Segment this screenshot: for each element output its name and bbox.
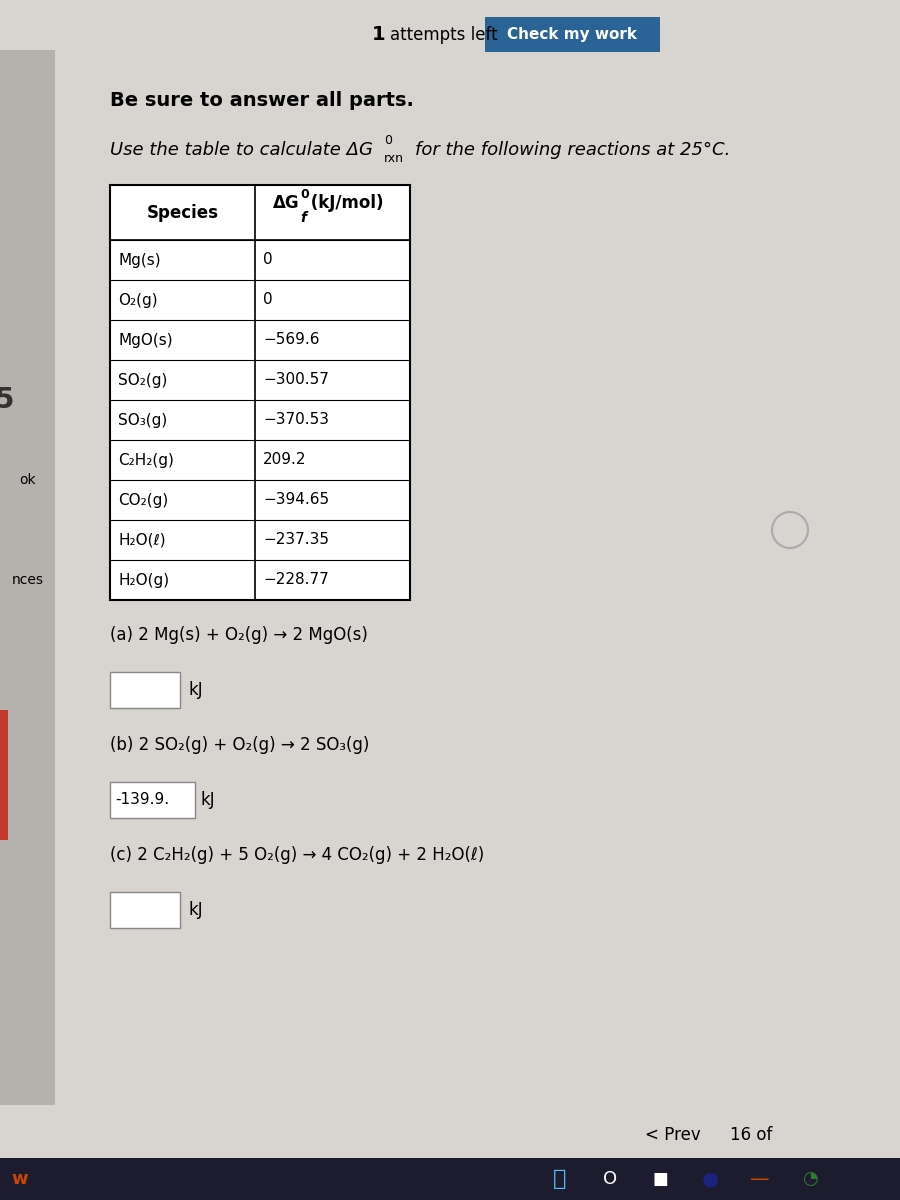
Text: Use the table to calculate ΔG: Use the table to calculate ΔG: [110, 140, 373, 158]
Text: w: w: [12, 1170, 28, 1188]
Text: < Prev: < Prev: [645, 1126, 701, 1144]
Text: rxn: rxn: [384, 151, 404, 164]
Bar: [110, 185, 410, 600]
Text: 209.2: 209.2: [263, 452, 307, 468]
Text: CO₂(g): CO₂(g): [118, 492, 168, 508]
Text: (b) 2 SO₂(g) + O₂(g) → 2 SO₃(g): (b) 2 SO₂(g) + O₂(g) → 2 SO₃(g): [110, 736, 369, 754]
Text: −569.6: −569.6: [263, 332, 320, 348]
Text: (a) 2 Mg(s) + O₂(g) → 2 MgO(s): (a) 2 Mg(s) + O₂(g) → 2 MgO(s): [110, 626, 368, 644]
Text: (c) 2 C₂H₂(g) + 5 O₂(g) → 4 CO₂(g) + 2 H₂O(ℓ): (c) 2 C₂H₂(g) + 5 O₂(g) → 4 CO₂(g) + 2 H…: [110, 846, 484, 864]
Text: 0: 0: [384, 133, 392, 146]
Text: H₂O(ℓ): H₂O(ℓ): [118, 533, 166, 547]
Text: kJ: kJ: [201, 791, 216, 809]
Text: SO₃(g): SO₃(g): [118, 413, 167, 427]
Text: nces: nces: [12, 572, 44, 587]
Text: f: f: [300, 211, 306, 226]
Text: ΔG: ΔG: [273, 194, 300, 212]
Text: 5: 5: [0, 386, 14, 414]
Bar: [0, 1105, 900, 1160]
Bar: [110, 782, 195, 818]
Text: 0: 0: [263, 252, 273, 268]
Text: −370.53: −370.53: [263, 413, 329, 427]
Text: Mg(s): Mg(s): [118, 252, 160, 268]
Text: ⦿: ⦿: [554, 1169, 567, 1189]
Text: attempts left: attempts left: [390, 26, 498, 44]
Text: for the following reactions at 25°C.: for the following reactions at 25°C.: [415, 140, 731, 158]
Text: ok: ok: [20, 473, 36, 487]
Text: −237.35: −237.35: [263, 533, 329, 547]
Text: C₂H₂(g): C₂H₂(g): [118, 452, 174, 468]
Text: ◔: ◔: [802, 1170, 818, 1188]
Text: −300.57: −300.57: [263, 372, 328, 388]
Text: 16 of: 16 of: [730, 1126, 772, 1144]
Text: ■: ■: [652, 1170, 668, 1188]
Text: MgO(s): MgO(s): [118, 332, 173, 348]
Text: Species: Species: [147, 204, 219, 222]
Text: kJ: kJ: [188, 680, 202, 698]
Bar: [110, 892, 180, 928]
Bar: [485, 17, 660, 52]
Text: 1: 1: [372, 25, 385, 44]
Text: SO₂(g): SO₂(g): [118, 372, 167, 388]
Bar: [110, 672, 180, 708]
Bar: [0, 1158, 900, 1200]
Text: O: O: [603, 1170, 617, 1188]
Text: kJ: kJ: [188, 901, 202, 919]
Text: —: —: [751, 1170, 770, 1188]
Text: 0: 0: [300, 188, 309, 202]
Text: H₂O(g): H₂O(g): [118, 572, 169, 588]
Text: Be sure to answer all parts.: Be sure to answer all parts.: [110, 90, 414, 109]
Bar: [0, 710, 8, 840]
Text: −228.77: −228.77: [263, 572, 328, 588]
Text: 0: 0: [263, 293, 273, 307]
Text: -139.9.: -139.9.: [115, 792, 169, 808]
Text: −394.65: −394.65: [263, 492, 329, 508]
Text: ●: ●: [701, 1170, 718, 1188]
Bar: [0, 50, 55, 1150]
Text: O₂(g): O₂(g): [118, 293, 158, 307]
Text: (kJ/mol): (kJ/mol): [305, 194, 383, 212]
Text: Check my work: Check my work: [507, 28, 637, 42]
